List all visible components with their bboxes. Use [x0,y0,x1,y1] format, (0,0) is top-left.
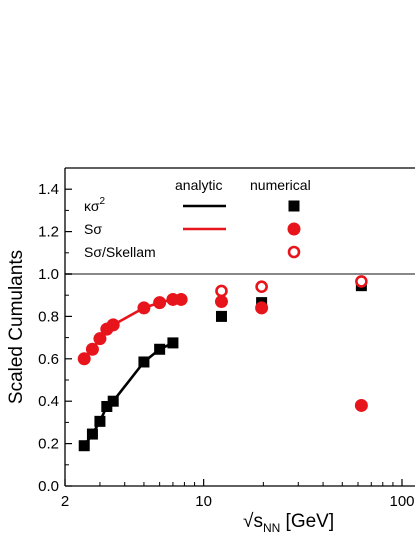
data-point-1-1 [86,428,98,440]
x-tick-label: 100 [389,493,414,510]
x-axis-title-unit: [GeV] [280,511,334,532]
data-point-3-4 [106,318,120,332]
data-point-1-5 [138,356,150,368]
legend-marker-swatch [287,222,301,236]
y-tick-label: 0.2 [38,436,59,453]
data-point-3-11 [354,398,368,412]
data-point-1-7 [167,337,179,349]
y-tick-label: 0.0 [38,478,59,495]
legend-header-numerical: numerical [250,177,311,193]
data-point-1-2 [94,415,106,427]
y-tick-label: 0.4 [38,393,59,410]
data-point-1-6 [154,343,166,355]
x-axis-title: √sNN [GeV] [243,511,334,535]
data-point-3-1 [85,342,99,356]
y-tick-label: 1.4 [38,181,59,198]
data-point-3-8 [174,292,188,306]
y-tick-label: 1.2 [38,224,59,241]
legend-marker-swatch [287,245,301,259]
legend-entry-label: Sσ [84,221,102,237]
x-tick-label: 2 [61,493,69,510]
data-point-1-3 [101,401,113,412]
y-axis-title: Scaled Cumulants [6,250,27,404]
data-point-4-2 [355,275,368,288]
x-axis-title-var: s [253,511,263,532]
x-axis-title-sub: NN [263,521,280,535]
x-tick-label: 10 [195,493,212,510]
data-point-3-9 [214,295,228,309]
data-point-4-0 [215,284,228,298]
y-axis-ticks: 0.0 0.2 0.4 0.6 0.8 1.0 1.2 1.4 [38,181,72,495]
legend-marker-swatch [288,200,300,212]
series-markers [77,275,368,452]
legend-header-analytic: analytic [175,177,222,193]
data-point-4-1 [255,280,268,294]
data-point-1-4 [107,395,119,407]
data-point-3-10 [255,301,269,315]
legend-entry-label: κσ2 [84,196,105,214]
data-point-3-2 [93,332,107,346]
legend-entry-label: Sσ/Skellam [84,244,156,260]
y-tick-label: 0.8 [38,308,59,325]
data-point-1-0 [78,440,90,452]
x-axis-ticks: 2 10 100 [61,479,415,510]
y-tick-label: 1.0 [38,266,59,283]
data-point-3-0 [77,352,91,366]
x-axis-title-root: √ [243,511,254,532]
data-point-3-5 [137,301,151,315]
plot-frame [64,167,415,487]
legend: analytic numerical κσ2 Sσ Sσ/Skellam [84,177,311,260]
data-point-3-6 [153,296,167,310]
y-tick-label: 0.6 [38,351,59,368]
data-point-1-8 [215,310,227,322]
